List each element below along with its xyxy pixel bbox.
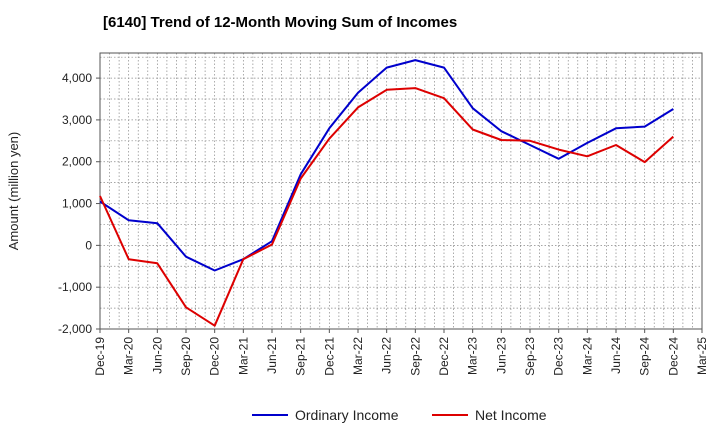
x-tick-label: Mar-20 (122, 337, 136, 375)
x-tick-label: Dec-19 (93, 337, 107, 376)
x-tick-label: Jun-20 (150, 337, 164, 374)
y-axis-title: Amount (million yen) (6, 132, 21, 251)
x-tick-label: Dec-24 (666, 337, 680, 376)
y-tick-label: 4,000 (62, 71, 92, 85)
x-tick-label: Dec-20 (208, 337, 222, 376)
y-tick-label: 1,000 (62, 197, 92, 211)
x-tick-label: Sep-22 (408, 337, 422, 376)
y-tick-label: 2,000 (62, 155, 92, 169)
x-tick-label: Sep-24 (638, 337, 652, 376)
y-tick-label: 3,000 (62, 113, 92, 127)
chart-title: [6140] Trend of 12-Month Moving Sum of I… (103, 14, 458, 31)
series-lines (99, 59, 674, 327)
x-tick-label: Mar-22 (351, 337, 365, 375)
x-tick-label: Dec-23 (552, 337, 566, 376)
x-tick-label: Sep-21 (294, 337, 308, 376)
x-tick-label: Mar-24 (580, 337, 594, 375)
series-line-net-income (99, 87, 674, 327)
legend-label: Net Income (475, 407, 547, 423)
x-tick-label: Jun-23 (494, 337, 508, 374)
x-tick-label: Mar-25 (695, 337, 709, 375)
y-tick-label: -1,000 (58, 280, 92, 294)
y-tick-label: 0 (85, 238, 92, 252)
x-tick-label: Jun-22 (380, 337, 394, 374)
y-tick-label: -2,000 (58, 322, 92, 336)
x-tick-label: Jun-24 (609, 337, 623, 374)
x-tick-label: Sep-23 (523, 337, 537, 376)
x-tick-label: Mar-21 (236, 337, 250, 375)
y-axis-ticks: -2,000 -1,000 0 1,000 2,000 3,000 4,000 (58, 71, 100, 336)
x-tick-label: Jun-21 (265, 337, 279, 374)
legend: Ordinary Income Net Income (252, 407, 547, 423)
legend-label: Ordinary Income (295, 407, 399, 423)
series-line-ordinary-income (99, 59, 674, 272)
x-tick-label: Dec-22 (437, 337, 451, 376)
x-axis-ticks: Dec-19 Mar-20 Jun-20 Sep-20 Dec-20 Mar-21 Jun-… (93, 329, 709, 376)
grid-lines (100, 53, 702, 329)
plot-area (99, 52, 703, 330)
x-tick-label: Dec-21 (322, 337, 336, 376)
x-tick-label: Mar-23 (466, 337, 480, 375)
x-tick-label: Sep-20 (179, 337, 193, 376)
